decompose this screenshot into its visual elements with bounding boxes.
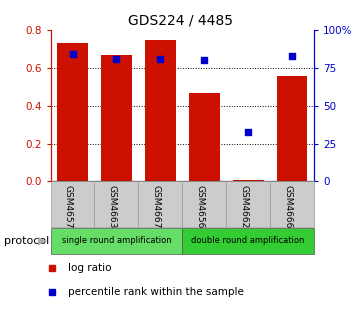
Bar [57, 43, 88, 181]
Bar [182, 181, 226, 227]
Bar [51, 228, 182, 254]
Text: percentile rank within the sample: percentile rank within the sample [68, 287, 244, 297]
Text: GDS224 / 4485: GDS224 / 4485 [128, 13, 233, 28]
Text: GSM4666: GSM4666 [283, 185, 292, 228]
Text: GSM4657: GSM4657 [64, 185, 73, 228]
Bar [145, 40, 176, 181]
Bar [51, 181, 95, 227]
Bar [182, 228, 314, 254]
Point [289, 53, 295, 59]
Bar [189, 93, 219, 181]
Text: protocol: protocol [4, 236, 49, 246]
Point [157, 56, 163, 62]
Bar [138, 181, 182, 227]
Text: GSM4663: GSM4663 [108, 185, 116, 228]
Point [70, 52, 75, 57]
Text: double round amplification: double round amplification [191, 236, 305, 245]
Bar [101, 55, 132, 181]
Text: single round amplification: single round amplification [62, 236, 171, 245]
Bar [270, 181, 314, 227]
Bar [226, 181, 270, 227]
Point [245, 129, 251, 134]
Text: ▶: ▶ [38, 236, 47, 246]
Text: GSM4662: GSM4662 [239, 185, 248, 228]
Text: GSM4667: GSM4667 [151, 185, 160, 228]
Bar [95, 181, 138, 227]
Bar [233, 179, 264, 181]
Point [113, 56, 119, 62]
Text: GSM4656: GSM4656 [195, 185, 204, 228]
Point [201, 58, 207, 63]
Text: log ratio: log ratio [68, 263, 112, 273]
Bar [277, 76, 308, 181]
